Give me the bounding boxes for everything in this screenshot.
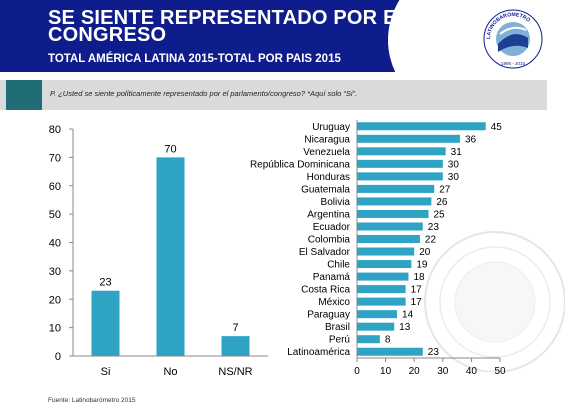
data-label: 25 [434, 209, 446, 220]
y-tick-label: 0 [55, 351, 61, 363]
category-label: República Dominicana [250, 159, 350, 170]
x-tick-label: 40 [466, 366, 478, 377]
logo-years: 1995 - 2015 [501, 61, 526, 66]
y-tick-label: 20 [49, 294, 61, 306]
data-label: 27 [439, 184, 451, 195]
bar [357, 235, 420, 243]
question-text: P. ¿Usted se siente políticamente repres… [50, 89, 358, 98]
category-label: Paraguay [307, 310, 350, 321]
category-label: Ecuador [313, 222, 351, 233]
bar [357, 184, 435, 193]
x-tick-label: 0 [354, 366, 360, 377]
category-label: Bolivia [321, 197, 351, 208]
bar [357, 222, 423, 231]
bar [357, 322, 395, 331]
category-label: Argentina [307, 209, 350, 220]
y-tick-label: 30 [49, 266, 61, 278]
data-label: 18 [413, 272, 425, 283]
data-label: 14 [402, 310, 414, 321]
data-label: 36 [465, 134, 477, 145]
bar [357, 335, 380, 344]
category-label: Panamá [313, 272, 351, 283]
source-note: Fuente: Latinobarómetro 2015 [48, 397, 136, 404]
bar [357, 209, 429, 218]
coin-watermark [424, 231, 565, 372]
bar [221, 336, 250, 356]
data-label: 7 [232, 322, 238, 334]
category-label: México [318, 297, 350, 308]
x-tick-label: NS/NR [218, 366, 252, 378]
bar [357, 134, 460, 143]
category-label: Perú [329, 335, 350, 346]
x-tick-label: 10 [380, 366, 392, 377]
bar [156, 157, 185, 356]
data-label: 8 [385, 335, 391, 346]
x-tick-label: 20 [409, 366, 421, 377]
data-label: 20 [419, 247, 431, 258]
bar [357, 347, 423, 356]
x-tick-label: Si [101, 366, 111, 378]
category-label: Uruguay [312, 122, 350, 133]
category-label: Colombia [308, 235, 351, 246]
page-title: SE SIENTE REPRESENTADO POR EL CONGRESO [48, 7, 409, 46]
bar [357, 159, 443, 168]
bar [357, 260, 412, 269]
question-bar: P. ¿Usted se siente políticamente repres… [0, 80, 547, 110]
data-label: 23 [99, 277, 111, 289]
data-label: 45 [491, 122, 503, 133]
data-label: 70 [164, 143, 176, 155]
category-label: Venezuela [303, 147, 350, 158]
bar [357, 247, 415, 256]
category-label: Nicaragua [304, 134, 350, 145]
y-tick-label: 40 [49, 238, 61, 250]
latinobarometro-logo: LATINOBARÓMETRO 1995 - 2015 [483, 9, 543, 69]
data-label: 22 [425, 235, 437, 246]
data-label: 17 [411, 285, 423, 296]
bar [357, 197, 432, 206]
data-label: 23 [428, 347, 440, 358]
data-label: 30 [448, 172, 460, 183]
bar [357, 172, 443, 181]
category-label: Honduras [307, 172, 350, 183]
data-label: 30 [448, 159, 460, 170]
category-label: Latinoamérica [287, 347, 350, 358]
x-tick-label: No [163, 366, 177, 378]
data-label: 31 [451, 147, 463, 158]
category-label: El Salvador [299, 247, 351, 258]
category-label: Brasil [325, 322, 350, 333]
y-tick-label: 70 [49, 152, 61, 164]
category-label: Costa Rica [301, 285, 350, 296]
bar [357, 297, 406, 306]
data-label: 19 [416, 260, 428, 271]
bar [91, 290, 120, 356]
bar [357, 310, 398, 319]
bar [357, 272, 409, 281]
right-bar-chart: 0 10 20 30 40 50 45 Uruguay 36 Nicaragua 31 Venezue… [250, 120, 506, 377]
bar [357, 147, 446, 156]
data-label: 17 [411, 297, 423, 308]
x-tick-label: 50 [494, 366, 506, 377]
header-banner: SE SIENTE REPRESENTADO POR EL CONGRESO T… [0, 0, 568, 72]
y-tick-label: 60 [49, 181, 61, 193]
y-tick-label: 10 [49, 323, 61, 335]
page-subtitle: TOTAL AMÉRICA LATINA 2015-TOTAL POR PAIS… [48, 53, 341, 65]
data-label: 26 [436, 197, 448, 208]
bar [357, 285, 406, 294]
category-label: Chile [327, 260, 350, 271]
category-label: Guatemala [301, 184, 350, 195]
x-tick-label: 30 [437, 366, 449, 377]
data-label: 13 [399, 322, 411, 333]
data-label: 23 [428, 222, 440, 233]
y-tick-label: 80 [49, 124, 61, 136]
left-bar-chart: 0 10 20 30 40 50 60 70 80 23 Si 70 No 7 NS/NR [49, 124, 268, 378]
question-accent-box [6, 80, 42, 110]
y-tick-label: 50 [49, 209, 61, 221]
bar [357, 122, 486, 131]
